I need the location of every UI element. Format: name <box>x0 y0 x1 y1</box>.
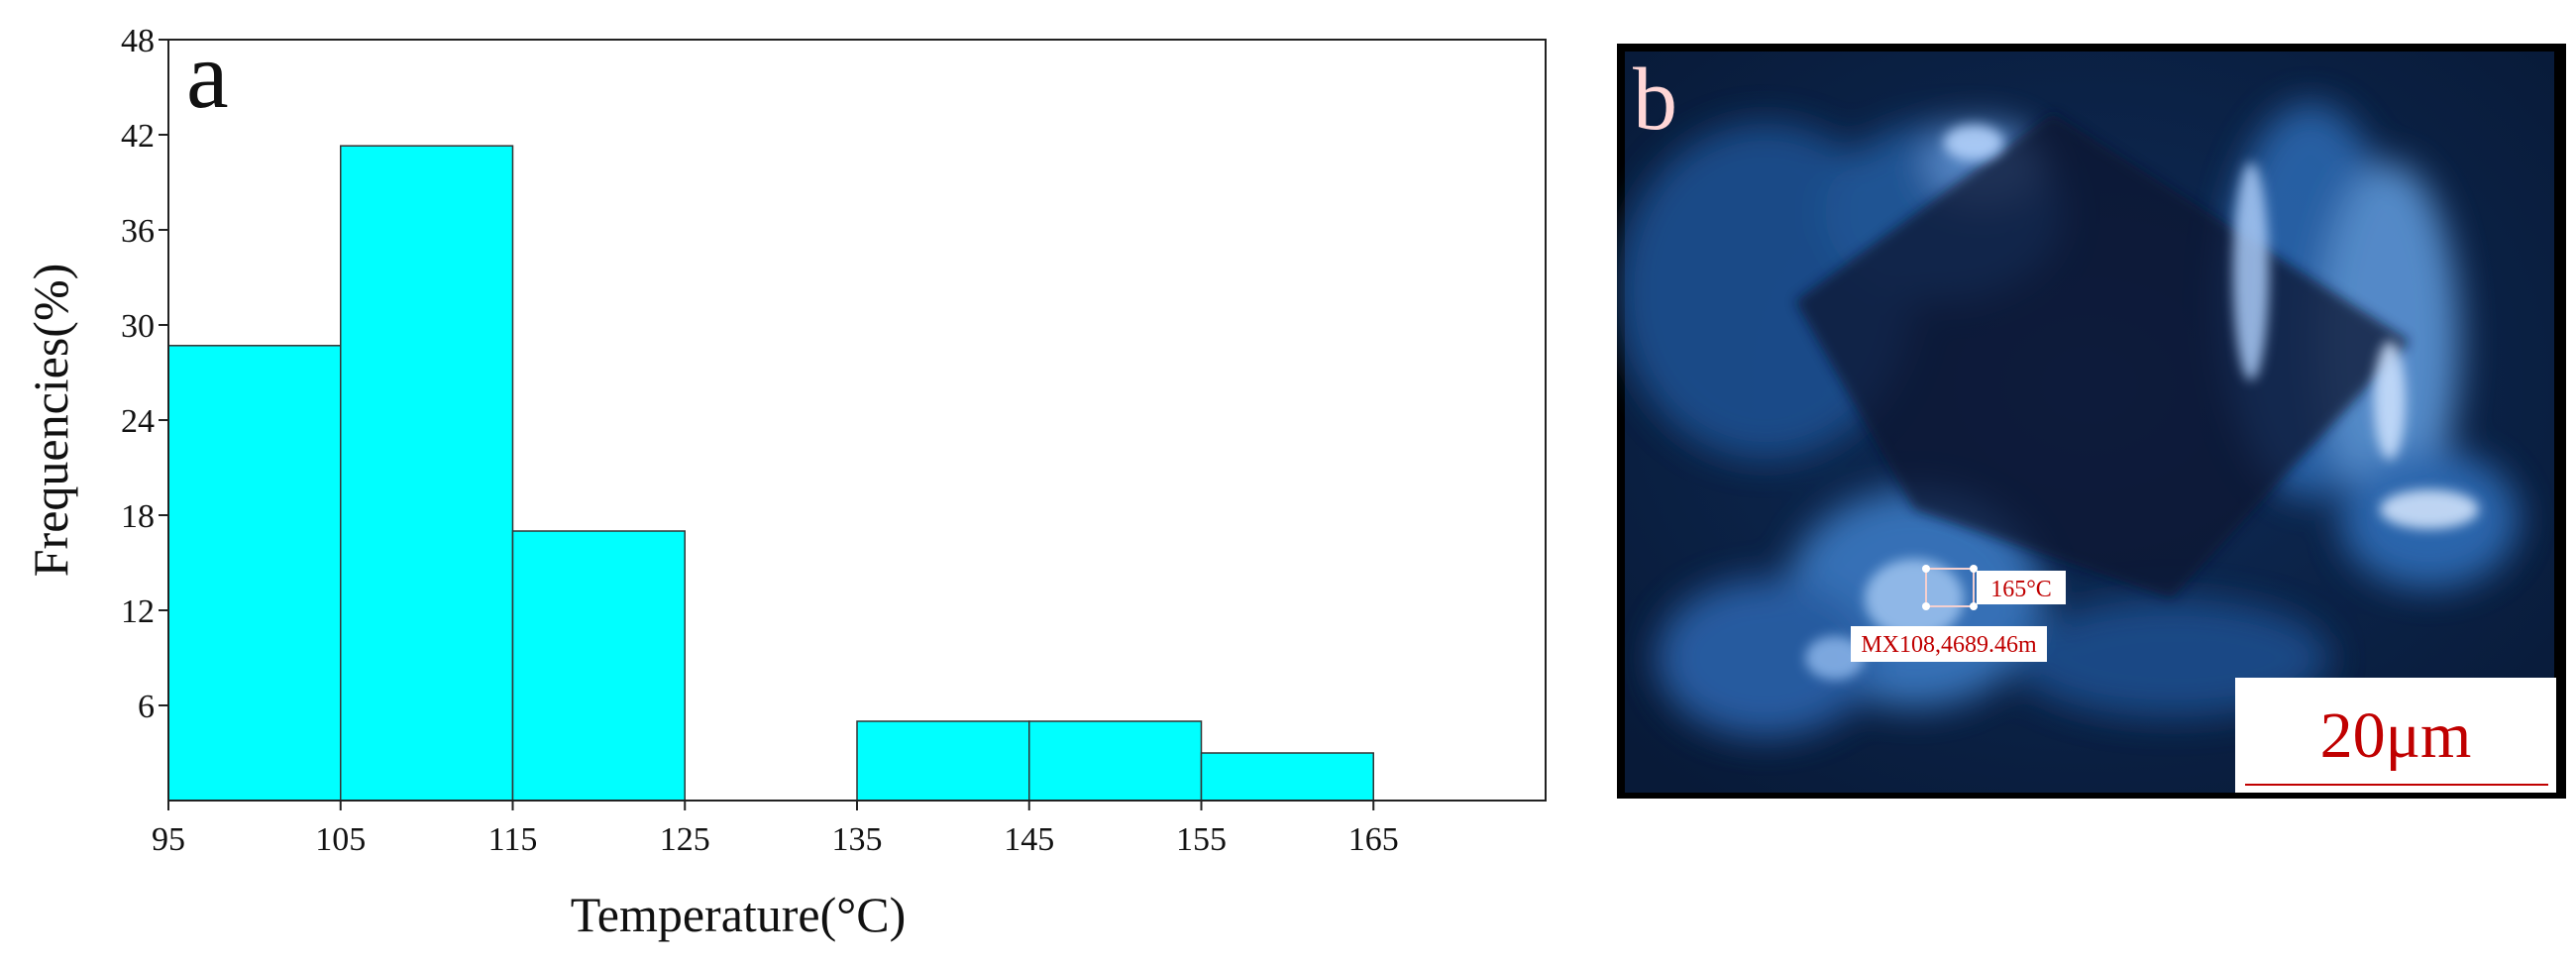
histogram-bar-105-115 <box>340 145 514 802</box>
panel-a-label: a <box>186 22 229 128</box>
y-tick-label: 18 <box>121 498 155 535</box>
histogram-bar-145-155 <box>1028 720 1203 802</box>
x-tick-label: 165 <box>1348 821 1399 858</box>
x-tick-label: 125 <box>660 821 710 858</box>
micrograph-panel: 165°C MX108,4689.46m 20μm b <box>1617 44 2566 799</box>
micrograph-image: 165°C MX108,4689.46m 20μm b <box>1617 44 2566 799</box>
y-tick-label: 30 <box>121 308 155 345</box>
scale-bar-box <box>2235 678 2556 793</box>
y-tick-label: 36 <box>121 213 155 250</box>
temperature-callout-label: 165°C <box>1990 577 2052 602</box>
x-tick-label: 95 <box>152 821 185 858</box>
y-tick-label: 24 <box>121 403 155 440</box>
histogram-bars <box>167 145 1374 802</box>
histogram-bar-115-125 <box>511 530 686 802</box>
scale-bar-label: 20μm <box>2320 699 2472 772</box>
x-tick-label: 105 <box>315 821 366 858</box>
y-tick-label: 42 <box>121 118 155 155</box>
x-tick-label: 155 <box>1176 821 1227 858</box>
x-axis-label: Temperature(°C) <box>571 887 907 942</box>
sample-callout-box <box>1851 626 2047 662</box>
x-tick-label: 135 <box>832 821 883 858</box>
x-tick-label: 145 <box>1004 821 1054 858</box>
y-tick-label: 6 <box>138 689 155 725</box>
x-axis-ticks: 95 105 115 125 135 145 155 165 <box>152 801 1399 858</box>
histogram-bar-95-105 <box>167 345 342 802</box>
histogram-bar-155-165 <box>1200 752 1374 802</box>
panel-b-label: b <box>1633 51 1677 149</box>
histogram-bar-135-145 <box>856 720 1030 802</box>
y-axis-ticks: 6 12 18 24 30 36 42 48 <box>121 23 168 725</box>
y-tick-label: 48 <box>121 23 155 59</box>
temperature-callout-box <box>1977 571 2066 604</box>
y-axis-label: Frequencies(%) <box>23 264 78 578</box>
sample-callout-label: MX108,4689.46m <box>1861 632 2037 658</box>
inclusion-marker <box>1922 565 1978 610</box>
x-tick-label: 115 <box>488 821 538 858</box>
y-tick-label: 12 <box>121 593 155 630</box>
